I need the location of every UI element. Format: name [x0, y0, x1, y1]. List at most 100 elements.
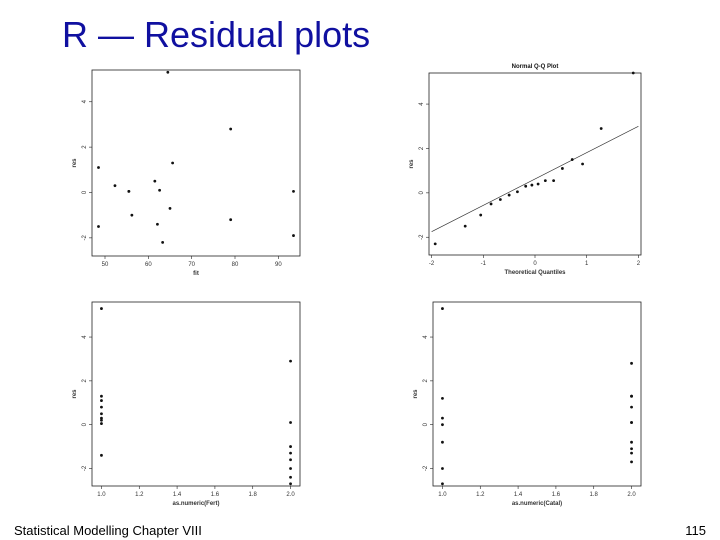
x-tick-label: 2 [637, 261, 641, 267]
data-point [100, 399, 103, 402]
x-tick-label: 1.4 [514, 492, 523, 498]
data-point [498, 198, 502, 201]
data-point [289, 458, 292, 462]
data-point [630, 447, 633, 451]
data-point [441, 307, 444, 310]
catal-vs-residual-plot: 1.0 1.2 1.4 1.6 1.8 2.0 -2 0 2 4 as.numeric(Catal)… [405, 294, 660, 516]
y-tick-label: 4 [82, 99, 88, 103]
data-point [289, 359, 292, 363]
data-point [166, 70, 170, 74]
footer-page-number: 115 [685, 523, 706, 538]
normal-qq-svg: Normal Q-Q Plot -2 -1 0 1 2 -2 0 2 4 Theoretical Q… [409, 64, 642, 276]
x-axis-label: Theoretical Quantiles [504, 270, 566, 276]
data-point [292, 189, 295, 193]
y-axis-label: res [72, 158, 78, 168]
data-point [543, 179, 547, 183]
x-tick-label: 1.6 [552, 492, 561, 498]
data-point [433, 242, 437, 246]
x-tick-label: 1.6 [211, 492, 220, 498]
data-point [97, 225, 100, 228]
x-tick-label: 1.8 [590, 492, 599, 498]
fit-vs-residual-plot: 50 60 70 80 90 -2 0 2 4 fit res [60, 66, 310, 286]
data-point [171, 161, 174, 165]
data-point [630, 405, 633, 409]
data-point [441, 416, 444, 420]
data-point [479, 213, 483, 217]
data-point [630, 421, 633, 424]
data-point [292, 234, 295, 237]
data-point [463, 224, 467, 228]
data-point [630, 460, 633, 464]
x-tick-label: 0 [533, 261, 537, 267]
data-point [516, 190, 519, 194]
data-point [168, 206, 172, 210]
data-point [581, 162, 584, 166]
x-tick-label: 1.8 [249, 492, 258, 498]
y-tick-label: -2 [419, 234, 425, 240]
normal-qq-plot: Normal Q-Q Plot -2 -1 0 1 2 -2 0 2 4 Theoretical Q… [405, 55, 660, 287]
y-tick-label: -2 [423, 465, 429, 471]
x-axis-label: fit [193, 271, 199, 277]
fert-vs-residual-svg: 1.0 1.2 1.4 1.6 1.8 2.0 -2 0 2 4 as.numeric(Fert) r… [72, 301, 301, 507]
data-point [630, 361, 633, 365]
data-point [441, 482, 444, 486]
data-point [289, 482, 292, 486]
x-tick-label: 80 [232, 262, 239, 268]
data-point [153, 179, 157, 183]
data-point [530, 183, 534, 187]
data-point [289, 475, 292, 479]
x-tick-label: 1.2 [476, 492, 485, 498]
x-axis-label: as.numeric(Fert) [172, 501, 219, 507]
x-axis-label: as.numeric(Catal) [512, 501, 562, 507]
data-point [630, 394, 633, 398]
x-tick-label: 1.0 [438, 492, 447, 498]
data-point [100, 394, 103, 398]
y-tick-label: 2 [82, 379, 88, 383]
x-tick-label: 2.0 [286, 492, 295, 498]
y-tick-label: 0 [82, 422, 88, 426]
data-point [630, 451, 633, 455]
data-point [441, 423, 444, 427]
x-tick-label: 70 [188, 262, 195, 268]
data-point [100, 412, 103, 416]
x-tick-label: -1 [481, 261, 487, 267]
data-point [100, 418, 103, 422]
y-axis-label: res [72, 389, 78, 399]
data-point [100, 422, 103, 425]
data-point [630, 440, 633, 444]
data-point [100, 307, 103, 310]
data-point [229, 218, 233, 222]
data-point [536, 182, 540, 186]
data-point [599, 127, 603, 130]
data-point [289, 445, 292, 448]
y-tick-label: 4 [423, 335, 429, 339]
y-tick-label: 0 [82, 190, 88, 194]
fert-vs-residual-plot: 1.0 1.2 1.4 1.6 1.8 2.0 -2 0 2 4 as.numeric(Fert) r… [60, 294, 310, 516]
data-point [100, 405, 103, 409]
y-axis-label: res [409, 159, 415, 169]
slide-title: R — Residual plots [62, 14, 371, 55]
data-point [158, 188, 161, 192]
x-tick-label: 1.0 [97, 492, 106, 498]
plot-frame [91, 69, 301, 257]
fit-vs-residual-svg: 50 60 70 80 90 -2 0 2 4 fit res [72, 69, 301, 277]
data-point [289, 421, 292, 424]
data-point [127, 189, 131, 193]
qq-reference-line [431, 125, 639, 233]
y-tick-label: 2 [423, 379, 429, 383]
plot-frame [91, 301, 301, 487]
data-point [113, 184, 117, 188]
data-point [561, 167, 564, 170]
plot-frame [432, 301, 642, 487]
x-tick-label: 50 [102, 262, 109, 268]
data-point [100, 453, 103, 457]
y-tick-label: 4 [419, 102, 425, 106]
data-point [229, 127, 233, 131]
data-point [507, 193, 511, 197]
x-tick-label: 1.4 [173, 492, 182, 498]
data-point [161, 240, 165, 244]
data-point [441, 396, 444, 400]
data-point [441, 440, 444, 444]
x-tick-label: 1 [585, 261, 589, 267]
y-tick-label: 4 [82, 335, 88, 339]
